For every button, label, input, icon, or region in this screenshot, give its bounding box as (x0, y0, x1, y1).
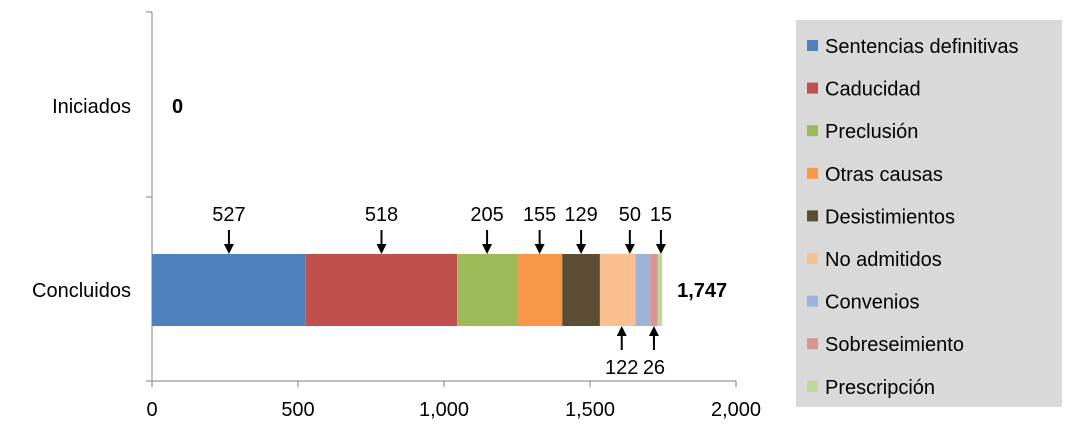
legend-swatch (807, 253, 818, 264)
legend-label: No admitidos (825, 249, 942, 271)
x-tick-label: 500 (281, 399, 314, 421)
x-tick-label: 0 (146, 399, 157, 421)
data-label: 205 (470, 204, 503, 226)
legend-swatch (807, 82, 818, 94)
bar-segment (599, 254, 636, 326)
data-label: 518 (365, 204, 398, 226)
category-label: Iniciados (52, 96, 131, 118)
bar-segment (152, 254, 306, 326)
legend-swatch (807, 167, 818, 179)
x-tick-label: 2,000 (711, 399, 761, 421)
x-tick-label: 1,000 (419, 399, 469, 421)
legend-swatch (807, 210, 818, 222)
bar-segment (657, 254, 663, 326)
legend-label: Convenios (825, 292, 920, 314)
x-tick-label: 1,500 (565, 399, 615, 421)
bar-segment (635, 254, 651, 326)
legend-label: Otras causas (825, 164, 943, 186)
legend-label: Prescripción (825, 377, 935, 399)
legend: Sentencias definitivas Caducidad Preclusió… (796, 20, 1062, 407)
legend-label: Sentencias definitivas (825, 36, 1018, 58)
data-label: 26 (643, 357, 665, 379)
total-label: 0 (172, 96, 183, 118)
legend-swatch (807, 338, 818, 350)
bar-segment (650, 254, 658, 326)
legend-box (796, 20, 1062, 407)
bar-segment (457, 254, 517, 326)
bar-segment (305, 254, 458, 326)
total-label: 1,747 (677, 280, 727, 302)
legend-label: Desistimientos (825, 206, 955, 228)
data-label: 15 (650, 204, 672, 226)
data-label: 122 (605, 357, 638, 379)
data-label: 155 (523, 204, 556, 226)
bars (152, 254, 663, 326)
legend-label: Caducidad (825, 79, 921, 101)
legend-label: Sobreseimiento (825, 334, 964, 356)
legend-swatch (807, 380, 818, 392)
bar-segment (517, 254, 563, 326)
legend-swatch (807, 295, 818, 307)
legend-swatch (807, 125, 818, 137)
bar-segment (562, 254, 600, 326)
data-label: 129 (564, 204, 597, 226)
legend-label: Preclusión (825, 121, 918, 143)
category-label: Concluidos (32, 280, 131, 302)
data-label: 50 (619, 204, 641, 226)
data-label: 527 (212, 204, 245, 226)
legend-swatch (807, 40, 818, 51)
data-labels: 0 1,747 527 518 205 155 129 122 50 26 15 (172, 96, 727, 379)
